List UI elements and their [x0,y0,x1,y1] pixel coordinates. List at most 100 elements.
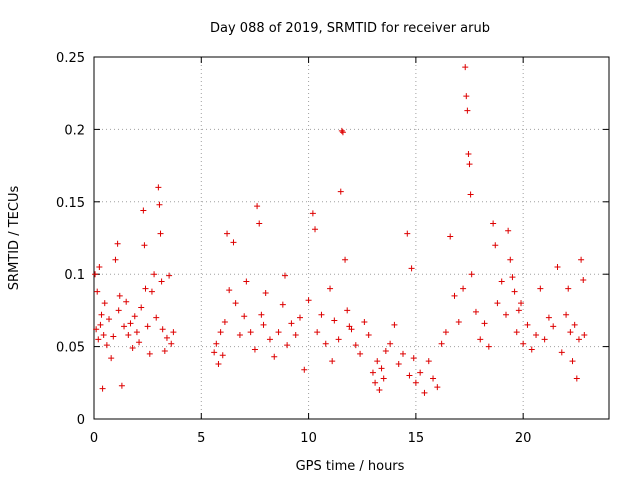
data-point [327,285,334,292]
data-point [541,336,548,343]
data-point [339,129,346,136]
data-point [524,321,531,328]
data-point [369,369,376,376]
data-point [463,93,470,100]
data-point [144,323,151,330]
x-axis-label: GPS time / hours [296,459,405,474]
data-point [230,239,237,246]
data-point [442,329,449,336]
data-point [395,360,402,367]
data-point [146,350,153,357]
data-point [365,332,372,339]
data-point [573,375,580,382]
data-point [533,332,540,339]
data-point [438,340,445,347]
data-point [153,314,160,321]
data-point [462,64,469,71]
data-point [513,329,520,336]
data-point [133,329,140,336]
data-point [142,285,149,292]
data-point [338,127,345,134]
data-point [224,230,231,237]
data-point [148,288,155,295]
data-point [110,333,117,340]
data-point [258,311,265,318]
data-point [378,365,385,372]
data-point [127,320,134,327]
data-point [318,311,325,318]
y-tick-labels: 0 0.05 0.1 0.15 0.2 0.25 [56,51,85,428]
data-point [412,379,419,386]
data-point [99,385,106,392]
data-point [465,151,472,158]
data-point [115,307,122,314]
data-point [140,207,147,214]
data-point [494,300,501,307]
data-point [129,345,136,352]
data-point [511,288,518,295]
data-point [260,321,267,328]
data-point [382,347,389,354]
x-tick-label: 5 [197,431,205,446]
data-point [170,329,177,336]
data-point [404,230,411,237]
data-point [156,201,163,208]
data-point [168,340,175,347]
data-point [466,161,473,168]
data-point [284,342,291,349]
data-point [94,288,101,295]
data-point [93,326,100,333]
data-point [550,323,557,330]
data-point [141,242,148,249]
data-point [406,372,413,379]
y-axis-label: SRMTID / TECUs [7,186,22,291]
data-point [421,389,428,396]
data-point [92,271,99,278]
data-point [108,355,115,362]
data-point [159,326,166,333]
data-point [537,285,544,292]
data-point [425,358,432,365]
data-point [545,314,552,321]
data-point [118,382,125,389]
data-point [455,318,462,325]
data-point [372,379,379,386]
data-point [256,220,263,227]
data-point [97,321,104,328]
data-point [472,308,479,315]
data-point [329,358,336,365]
y-tick-label: 0.25 [56,51,85,66]
data-point [219,352,226,359]
data-point [279,301,286,308]
data-point [138,304,145,311]
data-point [515,307,522,314]
data-point [498,278,505,285]
data-point [241,313,248,320]
data-point [337,188,344,195]
data-point [581,332,588,339]
data-point [106,316,113,323]
data-point [434,384,441,391]
plot-frame [93,56,610,420]
data-point [243,278,250,285]
data-point [121,323,128,330]
data-point [95,336,102,343]
data-point [417,369,424,376]
y-tick-label: 0.1 [64,268,85,283]
x-tick-label: 20 [515,431,532,446]
data-point [275,329,282,336]
data-point [215,360,222,367]
data-point [116,292,123,299]
data-point [262,290,269,297]
data-point [131,313,138,320]
data-point [161,347,168,354]
data-point [312,226,319,233]
data-point [380,375,387,382]
data-point [96,263,103,270]
data-point [288,320,295,327]
y-tick-label: 0.05 [56,341,85,356]
data-point [157,230,164,237]
data-point [558,349,565,356]
data-point [344,307,351,314]
